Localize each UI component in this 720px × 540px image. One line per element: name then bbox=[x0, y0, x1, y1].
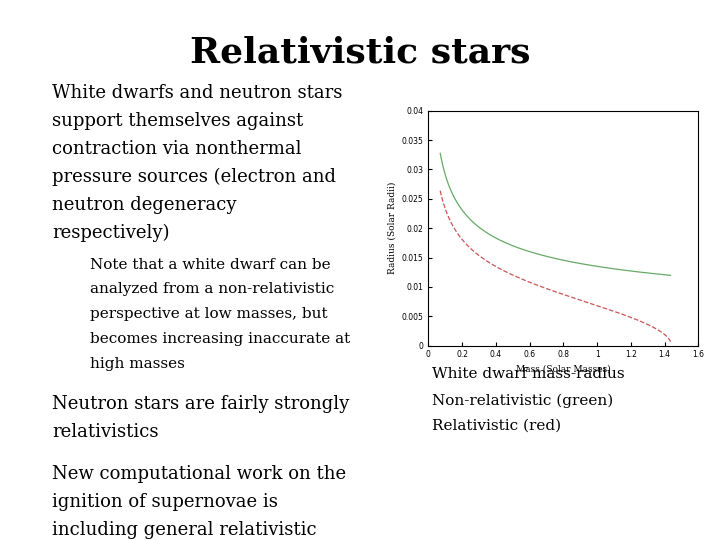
Text: respectively): respectively) bbox=[52, 224, 169, 242]
Text: Neutron stars are fairly strongly: Neutron stars are fairly strongly bbox=[52, 395, 349, 413]
Text: including general relativistic: including general relativistic bbox=[52, 521, 317, 539]
Text: Non-relativistic (green): Non-relativistic (green) bbox=[432, 393, 613, 408]
Text: Note that a white dwarf can be: Note that a white dwarf can be bbox=[90, 258, 330, 272]
Text: neutron degeneracy: neutron degeneracy bbox=[52, 196, 236, 214]
Text: ignition of supernovae is: ignition of supernovae is bbox=[52, 493, 278, 511]
Y-axis label: Radius (Solar Radii): Radius (Solar Radii) bbox=[387, 182, 396, 274]
Text: perspective at low masses, but: perspective at low masses, but bbox=[90, 307, 328, 321]
Text: relativistics: relativistics bbox=[52, 423, 158, 441]
X-axis label: Mass (Solar Masses): Mass (Solar Masses) bbox=[516, 365, 611, 374]
Text: White dwarfs and neutron stars: White dwarfs and neutron stars bbox=[52, 84, 342, 102]
Text: high masses: high masses bbox=[90, 357, 185, 371]
Text: analyzed from a non-relativistic: analyzed from a non-relativistic bbox=[90, 282, 334, 296]
Text: support themselves against: support themselves against bbox=[52, 112, 303, 130]
Text: Relativistic stars: Relativistic stars bbox=[190, 35, 530, 69]
Text: Relativistic (red): Relativistic (red) bbox=[432, 419, 561, 433]
Text: White dwarf mass-radius: White dwarf mass-radius bbox=[432, 367, 625, 381]
Text: New computational work on the: New computational work on the bbox=[52, 465, 346, 483]
Text: becomes increasing inaccurate at: becomes increasing inaccurate at bbox=[90, 332, 350, 346]
Text: pressure sources (electron and: pressure sources (electron and bbox=[52, 168, 336, 186]
Text: contraction via nonthermal: contraction via nonthermal bbox=[52, 140, 302, 158]
